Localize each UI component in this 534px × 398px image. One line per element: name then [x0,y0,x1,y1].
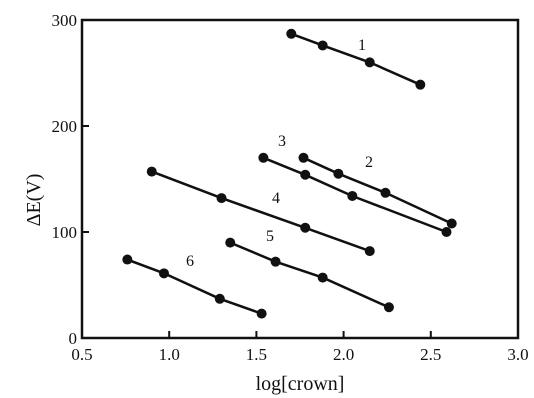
data-point [446,218,457,229]
data-point [270,256,281,267]
data-point [380,187,391,198]
series-line-6 [126,258,263,315]
series-label-3: 3 [278,133,286,150]
y-tick-label: 200 [52,117,78,136]
data-point [364,57,375,68]
data-point [300,169,311,180]
data-point [317,272,328,283]
series-label-2: 2 [365,154,373,171]
x-tick-label: 1.0 [159,345,180,364]
series-label-4: 4 [272,190,280,207]
data-point [298,152,309,163]
plot-frame [80,18,520,340]
data-point [216,193,227,204]
x-tick-label: 2.5 [420,345,441,364]
y-axis: 0 100 200 300 [52,11,89,348]
x-tick-label: 0.5 [71,345,92,364]
data-point [300,222,311,233]
x-axis-title: log[crown] [256,373,345,395]
series-label-5: 5 [266,228,274,245]
series-line-1 [290,32,421,86]
data-point [214,293,225,304]
x-tick-label: 2.0 [333,345,354,364]
data-point [256,308,267,319]
series-line-3 [262,156,447,234]
data-point [333,168,344,179]
series-layer: 1 2 3 4 5 6 [122,28,457,319]
series-line-2 [302,156,453,225]
x-tick-label: 1.5 [246,345,267,364]
y-tick-label: 300 [52,11,78,30]
series-label-1: 1 [358,37,366,54]
y-tick-label: 0 [69,329,78,348]
data-point [364,246,375,257]
data-point [383,302,394,313]
data-point [317,40,328,51]
data-point [415,79,426,90]
data-point [347,190,358,201]
data-point [158,268,169,279]
y-axis-title: ΔE(V) [23,174,45,227]
data-point [146,166,157,177]
data-point [286,28,297,39]
y-tick-label: 100 [52,223,78,242]
data-point [441,227,452,237]
series-line-5 [229,241,390,309]
x-tick-label: 3.0 [507,345,528,364]
x-axis: 0.5 1.0 1.5 2.0 2.5 3.0 [71,331,529,364]
series-line-4 [151,170,371,253]
data-point [258,152,269,163]
data-point [225,237,236,248]
data-point [122,254,133,265]
series-label-6: 6 [186,253,194,270]
